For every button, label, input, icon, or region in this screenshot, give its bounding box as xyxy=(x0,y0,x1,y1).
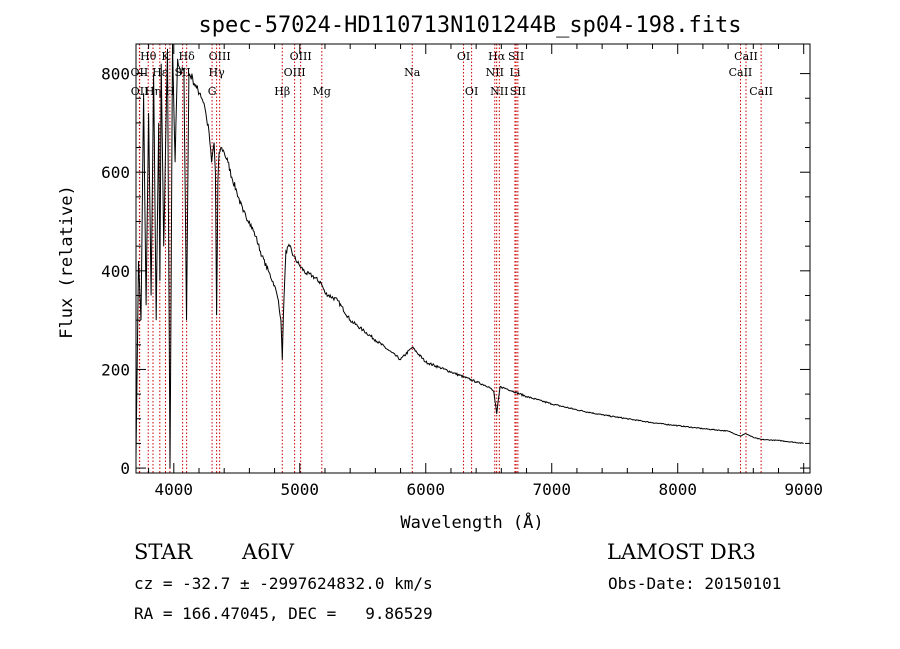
spectral-line-label: G xyxy=(208,85,217,98)
spectral-line-label: K xyxy=(161,50,170,63)
x-tick-label: 9000 xyxy=(784,480,823,499)
spectral-line-label: OI xyxy=(457,50,470,63)
x-tick-label: 8000 xyxy=(658,480,697,499)
cz-readout: cz = -32.7 ± -2997624832.0 km/s xyxy=(134,574,433,593)
spectral-line-label: NII xyxy=(486,66,504,79)
spectral-line-label: H xyxy=(165,85,175,98)
y-tick-label: 200 xyxy=(101,360,130,379)
spectral-line-label: OI xyxy=(465,85,478,98)
y-tick-label: 0 xyxy=(120,459,130,478)
spectral-line-label: SII xyxy=(508,50,524,63)
object-subclass: A6IV xyxy=(242,540,294,564)
obs-date: Obs-Date: 20150101 xyxy=(608,574,782,593)
spectral-line-label: SII xyxy=(510,85,526,98)
spectral-line-label: Hδ xyxy=(179,50,196,63)
spectral-line-label: CaII xyxy=(729,66,753,79)
x-tick-label: 4000 xyxy=(155,480,194,499)
x-axis-label: Wavelength (Å) xyxy=(400,511,543,533)
y-tick-label: 600 xyxy=(101,163,130,182)
spectral-line-label: Hβ xyxy=(274,85,290,98)
spectral-line-label: NII xyxy=(490,85,508,98)
axis-ticks: 4000 5000 6000 7000 8000 9000 0 200 400 600 800 xyxy=(101,44,823,499)
spectral-line-label: Li xyxy=(510,66,521,79)
x-tick-label: 5000 xyxy=(281,480,320,499)
spectral-line-label: OIII xyxy=(290,50,312,63)
spectral-line-label: Na xyxy=(404,66,421,79)
x-tick-label: 6000 xyxy=(406,480,445,499)
y-tick-label: 800 xyxy=(101,65,130,84)
spectrum-line xyxy=(135,43,804,469)
plot-frame xyxy=(135,43,811,474)
spectral-line-label: CaII xyxy=(749,85,773,98)
spectral-line-label: Hε xyxy=(152,66,168,79)
survey-label: LAMOST DR3 xyxy=(607,540,756,564)
spectrum-chart: spec-57024-HD110713N101244B_sp04-198.fit… xyxy=(57,13,823,533)
spectral-line-label: Hα xyxy=(488,50,506,63)
object-class: STAR xyxy=(134,540,193,564)
y-tick-label: 400 xyxy=(101,262,130,281)
spectral-line-label: OIII xyxy=(209,50,231,63)
spectral-line-label: OIII xyxy=(284,66,306,79)
x-tick-label: 7000 xyxy=(532,480,571,499)
chart-title: spec-57024-HD110713N101244B_sp04-198.fit… xyxy=(198,13,741,38)
spectral-line-label: Hθ xyxy=(140,50,157,63)
spectral-line-label: Hγ xyxy=(209,66,226,79)
spectral-line-label: Mg xyxy=(313,85,331,98)
y-axis-label: Flux (relative) xyxy=(57,185,77,339)
coordinates: RA = 166.47045, DEC = 9.86529 xyxy=(134,604,433,623)
spectral-line-label: CaII xyxy=(734,50,758,63)
